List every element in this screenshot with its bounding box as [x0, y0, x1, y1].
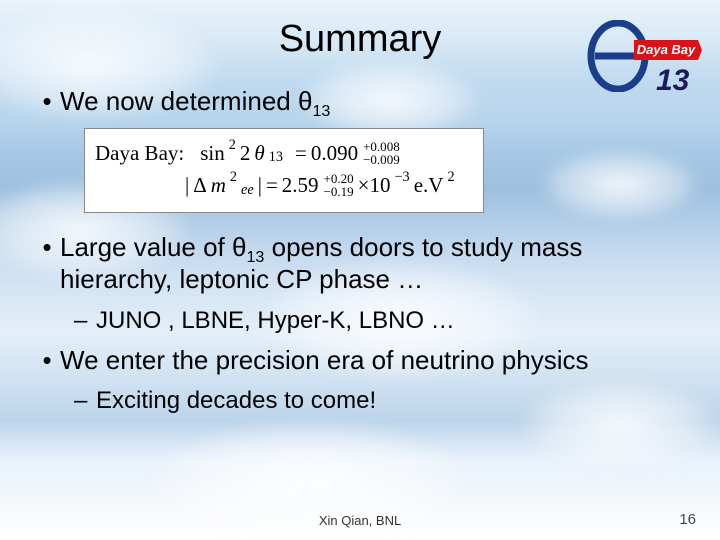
page-number: 16 — [679, 511, 696, 528]
abs-bar: | — [185, 169, 189, 202]
subscript: 13 — [312, 102, 330, 120]
delta-symbol: Δ — [193, 169, 207, 202]
theta-symbol: θ — [254, 137, 264, 170]
text-fragment: Large value of θ — [60, 232, 246, 262]
superscript: 2 — [447, 166, 454, 188]
banner-icon: Daya Bay — [634, 40, 702, 60]
dash-icon: – — [74, 386, 96, 416]
formula-box: Daya Bay: sin2 2θ13 = 0.090 +0.008 −0.00… — [84, 128, 484, 213]
superscript: −3 — [395, 166, 410, 188]
superscript: 2 — [230, 166, 237, 188]
text-fragment: sin — [200, 137, 225, 170]
value: 0.090 — [311, 137, 358, 170]
bullet-3: • We enter the precision era of neutrino… — [34, 344, 686, 377]
equals-sign: = — [266, 169, 278, 202]
bullet-text: We enter the precision era of neutrino p… — [60, 344, 686, 377]
superscript: 2 — [229, 134, 236, 156]
bullet-text: Large value of θ13 opens doors to study … — [60, 231, 686, 296]
value: 2.59 — [282, 169, 319, 202]
error-up: +0.008 — [363, 140, 400, 153]
bullet-list: • We now determined θ13 Daya Bay: sin2 2… — [34, 85, 686, 416]
unit: e.V — [414, 169, 444, 202]
formula-line-1: Daya Bay: sin2 2θ13 = 0.090 +0.008 −0.00… — [95, 137, 473, 170]
sub-bullet-2: – Exciting decades to come! — [74, 386, 686, 416]
equals-sign: = — [295, 137, 307, 170]
bullet-2: • Large value of θ13 opens doors to stud… — [34, 231, 686, 296]
bullet-text: Exciting decades to come! — [96, 386, 686, 416]
text-fragment: m — [211, 169, 226, 202]
error-bounds: +0.008 −0.009 — [363, 140, 400, 166]
bullet-dot-icon: • — [34, 344, 60, 377]
error-down: −0.19 — [324, 185, 354, 198]
bullet-dot-icon: • — [34, 85, 60, 118]
text-fragment: We now determined θ — [60, 86, 312, 116]
bullet-dot-icon: • — [34, 231, 60, 296]
footer-author: Xin Qian, BNL — [0, 513, 720, 528]
error-bounds: +0.20 −0.19 — [324, 172, 354, 198]
svg-text:Daya Bay: Daya Bay — [637, 42, 696, 57]
slide: Summary Daya Bay 13 • We now determined … — [0, 0, 720, 540]
bullet-text: JUNO , LBNE, Hyper-K, LBNO … — [96, 306, 686, 336]
subscript: 13 — [269, 146, 283, 168]
error-down: −0.009 — [363, 153, 400, 166]
formula-label: Daya Bay: — [95, 137, 184, 170]
logo-subscript: 13 — [656, 64, 690, 92]
daya-bay-logo: Daya Bay 13 — [584, 20, 702, 92]
text-fragment: ×10 — [358, 169, 391, 202]
text-fragment: 2 — [240, 137, 251, 170]
sub-bullet-1: – JUNO , LBNE, Hyper-K, LBNO … — [74, 306, 686, 336]
abs-bar: | — [258, 169, 262, 202]
subscript: ee — [241, 179, 254, 201]
formula-line-2: | Δm2ee | = 2.59 +0.20 −0.19 ×10−3 e.V2 — [95, 169, 473, 202]
dash-icon: – — [74, 306, 96, 336]
